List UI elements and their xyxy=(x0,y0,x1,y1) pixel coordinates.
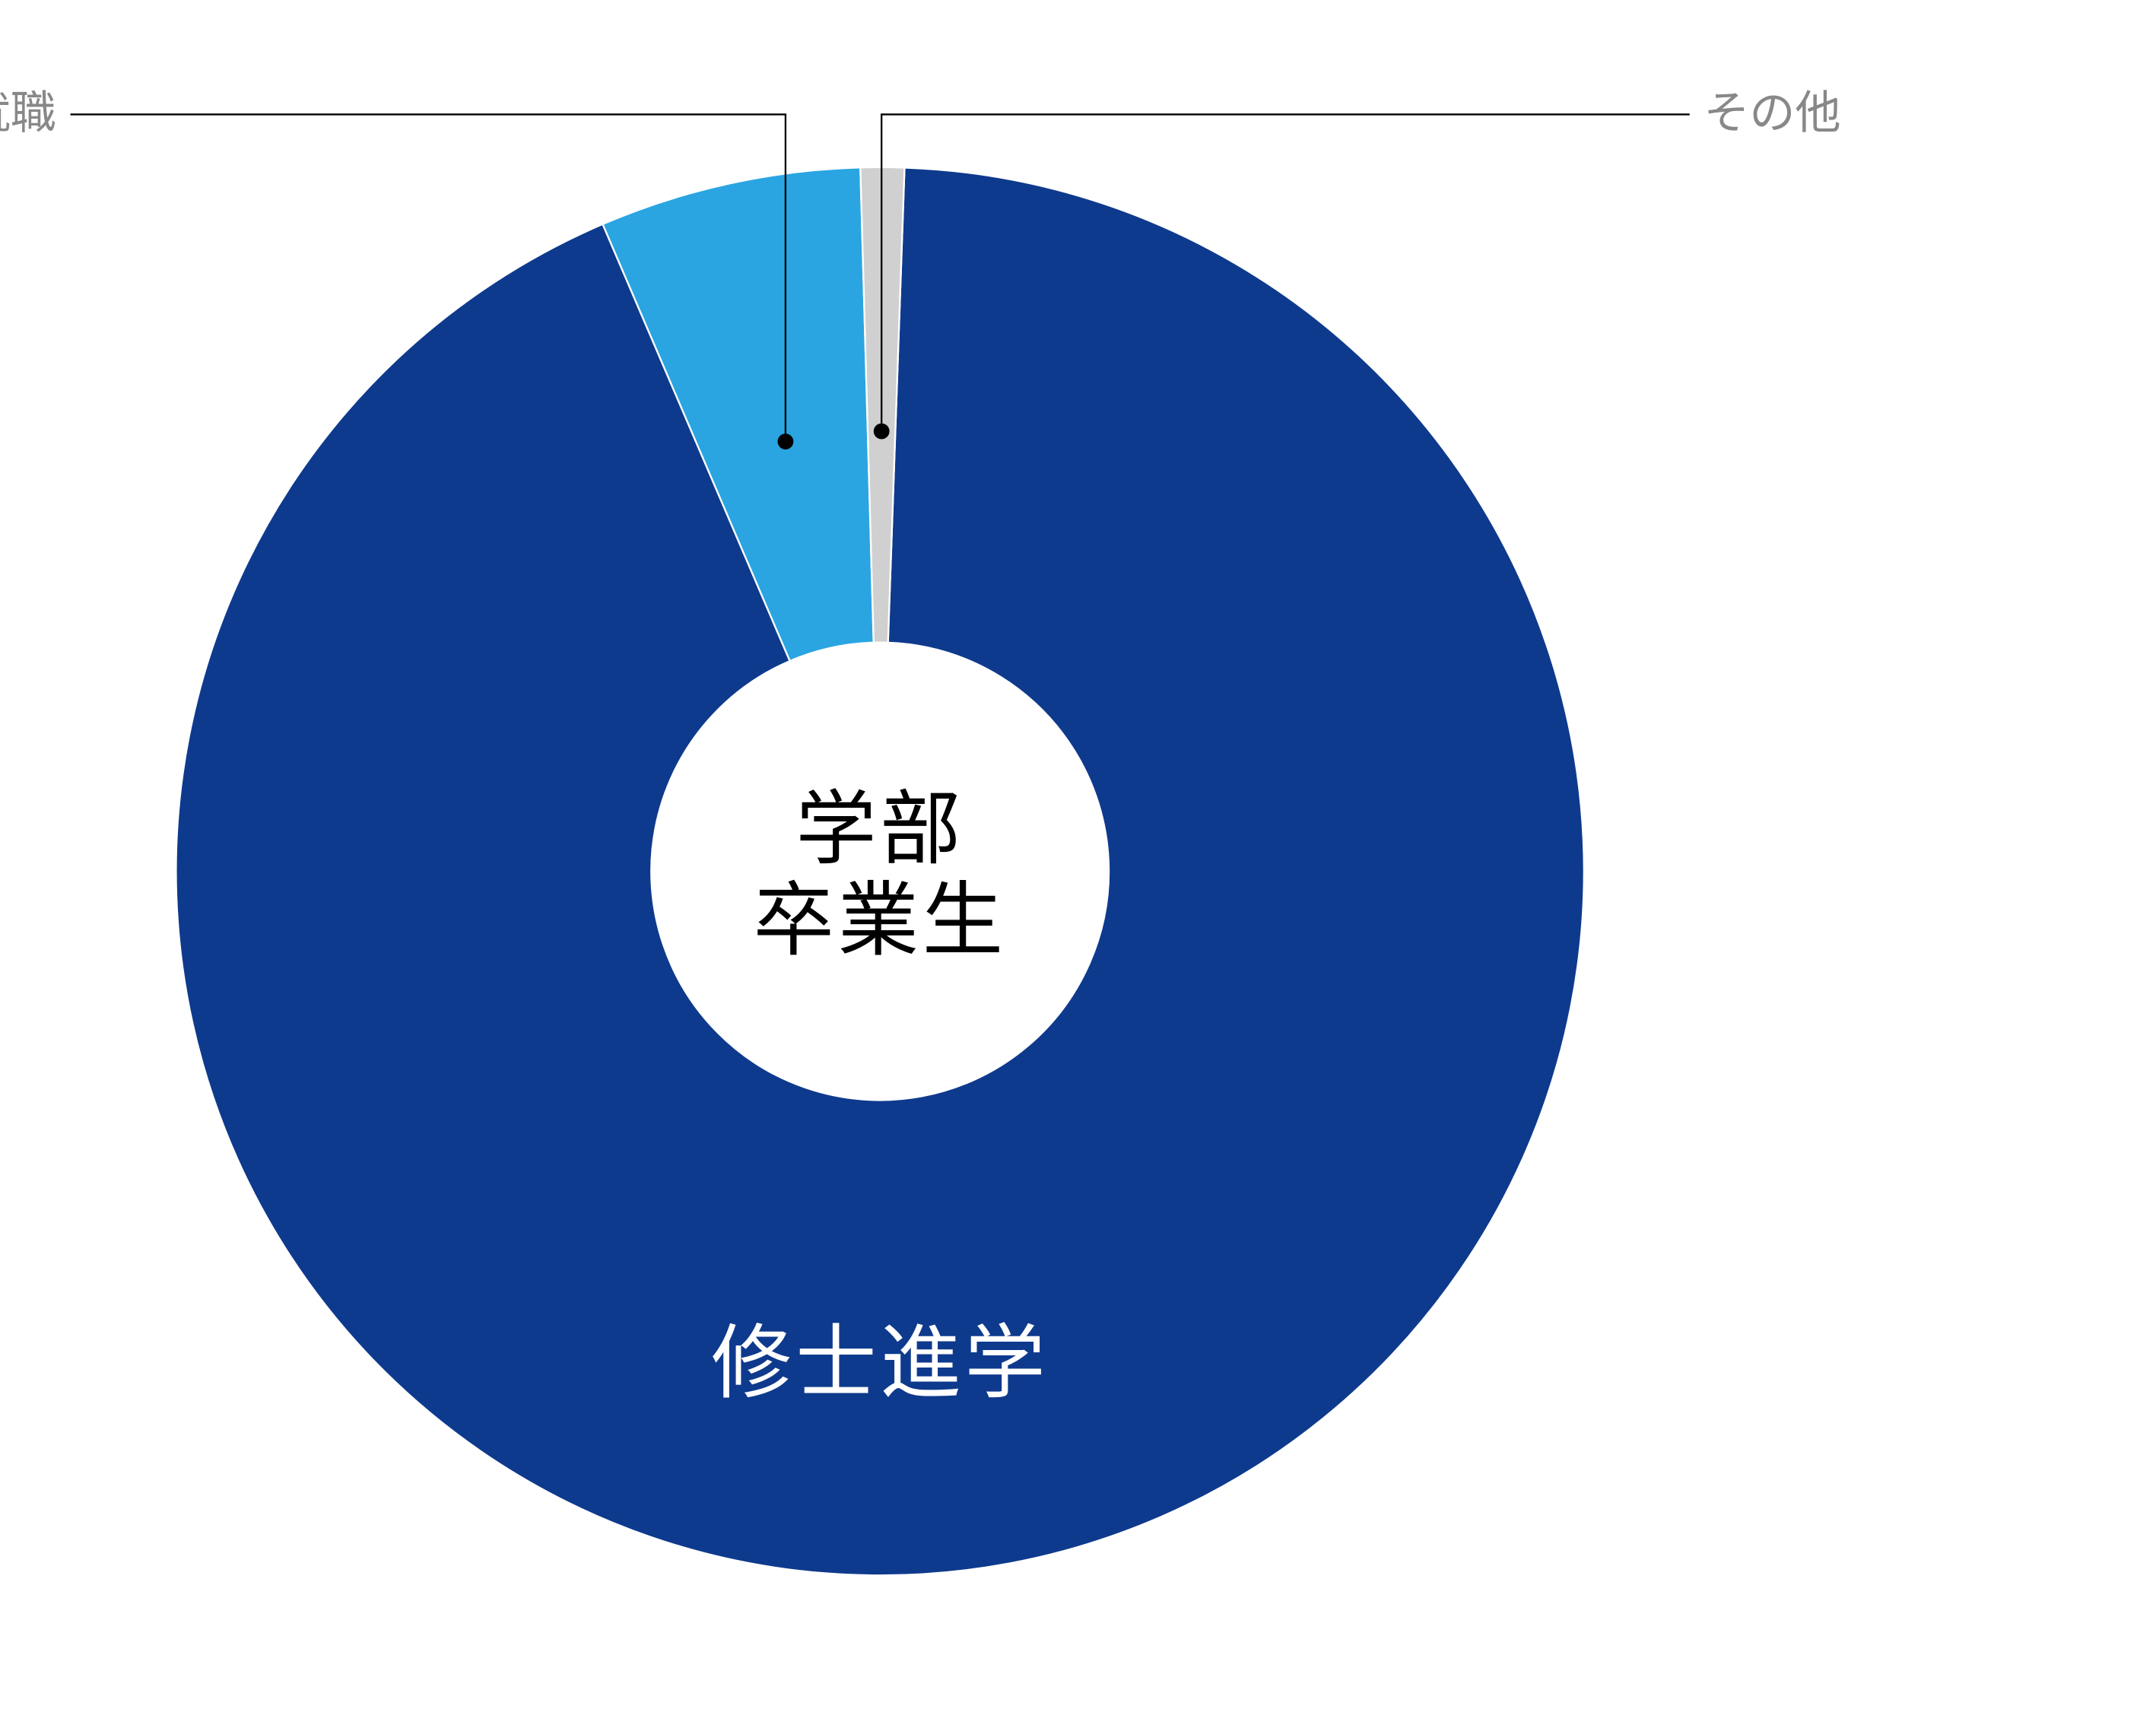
callout-dot xyxy=(874,424,890,440)
callout-label: その他 xyxy=(1704,87,1840,138)
center-label-line1: 学部 xyxy=(795,783,964,874)
slice-label: 修士進学 xyxy=(711,1317,1049,1408)
callout-label: 就職 xyxy=(0,87,56,138)
callout-dot xyxy=(777,434,793,450)
chart-svg: 就職 その他修士進学 学部卒業生 xyxy=(0,0,2156,1725)
center-label-line2: 卒業生 xyxy=(754,875,1007,966)
donut-chart: 就職 その他修士進学 学部卒業生 xyxy=(0,0,2156,1725)
